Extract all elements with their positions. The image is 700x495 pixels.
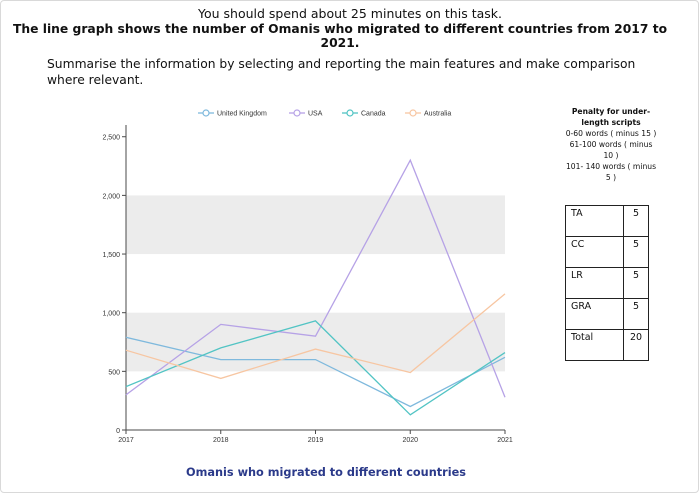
score-value: 5 — [623, 267, 649, 299]
legend-swatch-marker — [202, 109, 210, 117]
legend-label: Canada — [361, 111, 386, 118]
legend-swatch-marker — [409, 109, 417, 117]
penalty-line: 61-100 words ( minus 10 ) — [569, 140, 653, 160]
score-label: LR — [565, 267, 624, 299]
score-row: Total 20 — [565, 329, 649, 361]
score-value: 5 — [623, 205, 649, 237]
score-label: CC — [565, 236, 624, 268]
score-value: 5 — [623, 298, 649, 330]
series-line — [125, 293, 506, 380]
penalty-title: Penalty for under-length scripts — [571, 107, 651, 127]
y-tick-label: 0 — [116, 428, 120, 435]
score-row: CC 5 — [565, 236, 649, 268]
line-chart: 0 500 1,000 1,500 2,000 2,500 2017 2018 2019 2020… — [102, 109, 513, 444]
legend-swatch-marker — [346, 109, 354, 117]
legend-label: Australia — [424, 111, 451, 118]
y-tick-label: 1,000 — [102, 311, 120, 318]
task-title: The line graph shows the number of Omani… — [12, 22, 668, 50]
y-tick-label: 500 — [108, 369, 120, 376]
x-tick-label: 2021 — [497, 437, 513, 444]
y-tick-label: 2,500 — [102, 135, 120, 142]
score-row: TA 5 — [565, 205, 649, 237]
shaded-band — [126, 312, 505, 372]
penalty-line: 0-60 words ( minus 15 ) — [565, 129, 657, 138]
score-label: TA — [565, 205, 624, 237]
x-tick-label: 2017 — [118, 437, 134, 444]
score-row: LR 5 — [565, 267, 649, 299]
score-label: Total — [565, 329, 624, 361]
legend-swatch-marker — [293, 109, 301, 117]
summary-prompt: Summarise the information by selecting a… — [47, 57, 636, 87]
y-tick-label: 2,000 — [102, 193, 120, 200]
legend-label: USA — [308, 111, 323, 118]
score-value: 20 — [623, 329, 649, 361]
x-tick-label: 2020 — [402, 437, 418, 444]
task-instruction: You should spend about 25 minutes on thi… — [198, 6, 502, 21]
chart-title: Omanis who migrated to different countri… — [186, 466, 466, 479]
penalty-line: 101- 140 words ( minus 5 ) — [565, 162, 657, 182]
score-value: 5 — [623, 236, 649, 268]
series-line — [125, 336, 506, 408]
y-tick-label: 1,500 — [102, 252, 120, 259]
score-row: GRA 5 — [565, 298, 649, 330]
score-label: GRA — [565, 298, 624, 330]
series-line — [125, 158, 506, 398]
x-tick-label: 2018 — [213, 437, 229, 444]
legend-label: United Kingdom — [217, 111, 267, 118]
shaded-band — [126, 195, 505, 255]
x-tick-label: 2019 — [308, 437, 324, 444]
series-line — [125, 320, 506, 416]
penalty-panel: Penalty for under-length scripts 0-60 wo… — [565, 106, 657, 183]
score-table: TA 5 CC 5 LR 5 GRA 5 Total 20 — [565, 205, 649, 361]
